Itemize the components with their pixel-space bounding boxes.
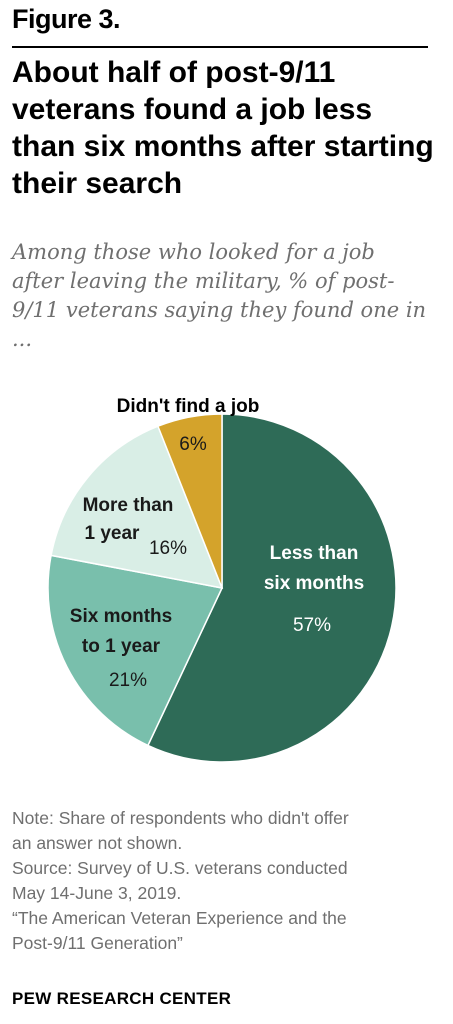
slice-value-six-months-to-1-year: 21% <box>109 670 147 691</box>
source-line: Source: Survey of U.S. veterans conducte… <box>12 858 348 878</box>
pie-chart: Less than six months 57% Six months to 1 yea… <box>47 396 397 763</box>
pie-slice-less-than-six-months <box>146 413 397 763</box>
slice-label-didnt-find-a-job: Didn't find a job <box>117 396 260 417</box>
report-title-line: “The American Veteran Experience and the <box>12 908 347 928</box>
title-rule <box>12 46 428 48</box>
chart-title: About half of post-9/11 veterans found a… <box>12 56 434 200</box>
chart-note: Note: Share of respondents who didn't of… <box>12 806 442 956</box>
pew-research-center-brand: PEW RESEARCH CENTER <box>12 989 232 1008</box>
slice-label-six-months-to-1-year: Six months <box>70 606 172 627</box>
slice-label-less-than-six-months: Less than <box>270 543 359 564</box>
slice-value-didnt-find-a-job: 6% <box>179 434 207 455</box>
figure-label: Figure 3. <box>12 4 121 34</box>
pie-slice-didnt-find-a-job <box>156 413 223 589</box>
slice-value-less-than-six-months: 57% <box>293 615 331 636</box>
slice-label-less-than-six-months: six months <box>264 573 364 594</box>
note-line: an answer not shown. <box>12 833 183 853</box>
pie-slice-more-than-1-year <box>50 425 224 589</box>
source-line: May 14-June 3, 2019. <box>12 883 182 903</box>
slice-label-six-months-to-1-year: to 1 year <box>82 636 161 657</box>
pie-slice-six-months-to-1-year <box>47 554 224 747</box>
note-line: Note: Share of respondents who didn't of… <box>12 808 349 828</box>
slice-label-more-than-1-year: 1 year <box>85 523 141 544</box>
slice-value-more-than-1-year: 16% <box>149 538 187 559</box>
chart-subtitle: Among those who looked for a job after l… <box>12 240 427 351</box>
report-title-line: Post-9/11 Generation” <box>12 933 183 953</box>
slice-label-more-than-1-year: More than <box>83 495 174 516</box>
